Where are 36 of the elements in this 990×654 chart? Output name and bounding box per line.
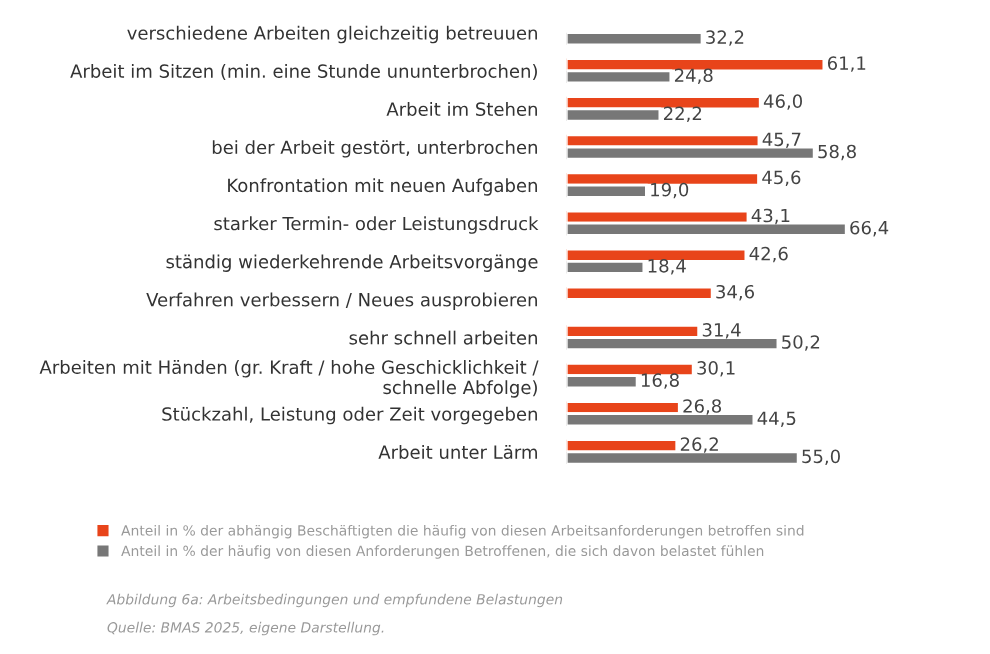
data-label: 55,0 — [802, 449, 840, 466]
data-label: 44,5 — [757, 411, 796, 427]
bar — [566, 285, 714, 301]
data-label: 66,4 — [850, 220, 889, 237]
data-label: 31,4 — [702, 323, 741, 339]
data-label: 46,0 — [763, 94, 803, 110]
data-label: 22,2 — [663, 106, 702, 123]
y-tick-label: verschiedene Arbeiten gleichzeitig betreuuen — [127, 25, 537, 44]
data-label: 24,8 — [674, 68, 713, 84]
y-tick-label: Stückzahl, Leistung oder Zeit vorgegeben — [162, 406, 537, 425]
data-label: 50,2 — [782, 335, 820, 351]
data-label: 18,4 — [648, 258, 686, 275]
y-tick-label: sehr schnell arbeiten — [349, 330, 537, 345]
data-label: 26,2 — [680, 437, 718, 453]
y-tick-label: starker Termin- oder Leistungsdruck — [214, 216, 539, 234]
data-label: 61,1 — [827, 56, 866, 72]
data-label: 30,1 — [697, 361, 735, 377]
y-tick-label: Arbeit im Sitzen (min. eine Stunde ununterbrochen) — [70, 63, 537, 81]
y-tick-label: Arbeit im Stehen — [386, 102, 537, 116]
y-tick-label: Arbeiten mit Händen (gr. Kraft / hohe Geschicklichkeit / schnelle Abfolge) — [39, 360, 539, 398]
data-label: 19,0 — [651, 182, 689, 199]
y-tick-label: Arbeit unter Lärm — [378, 444, 537, 459]
data-label: 32,2 — [706, 30, 744, 46]
y-tick-label: ständig wiederkehrende Arbeitsvorgänge — [166, 254, 538, 272]
data-label: 16,8 — [641, 373, 679, 389]
y-tick-label: bei der Arbeit gestört, unterbrochen — [212, 140, 537, 158]
y-tick-label: Konfrontation mit neuen Aufgaben — [228, 178, 537, 196]
bar — [566, 31, 704, 47]
data-label: 42,6 — [749, 246, 788, 263]
y-tick-label: Verfahren verbessern / Neues ausprobieren — [146, 292, 537, 311]
data-label: 45,6 — [762, 170, 801, 187]
data-label: 43,1 — [751, 208, 790, 225]
data-label: 58,8 — [818, 144, 856, 161]
data-label: 45,7 — [762, 132, 801, 148]
data-label: 26,8 — [683, 399, 722, 415]
data-label: 34,6 — [716, 284, 755, 301]
